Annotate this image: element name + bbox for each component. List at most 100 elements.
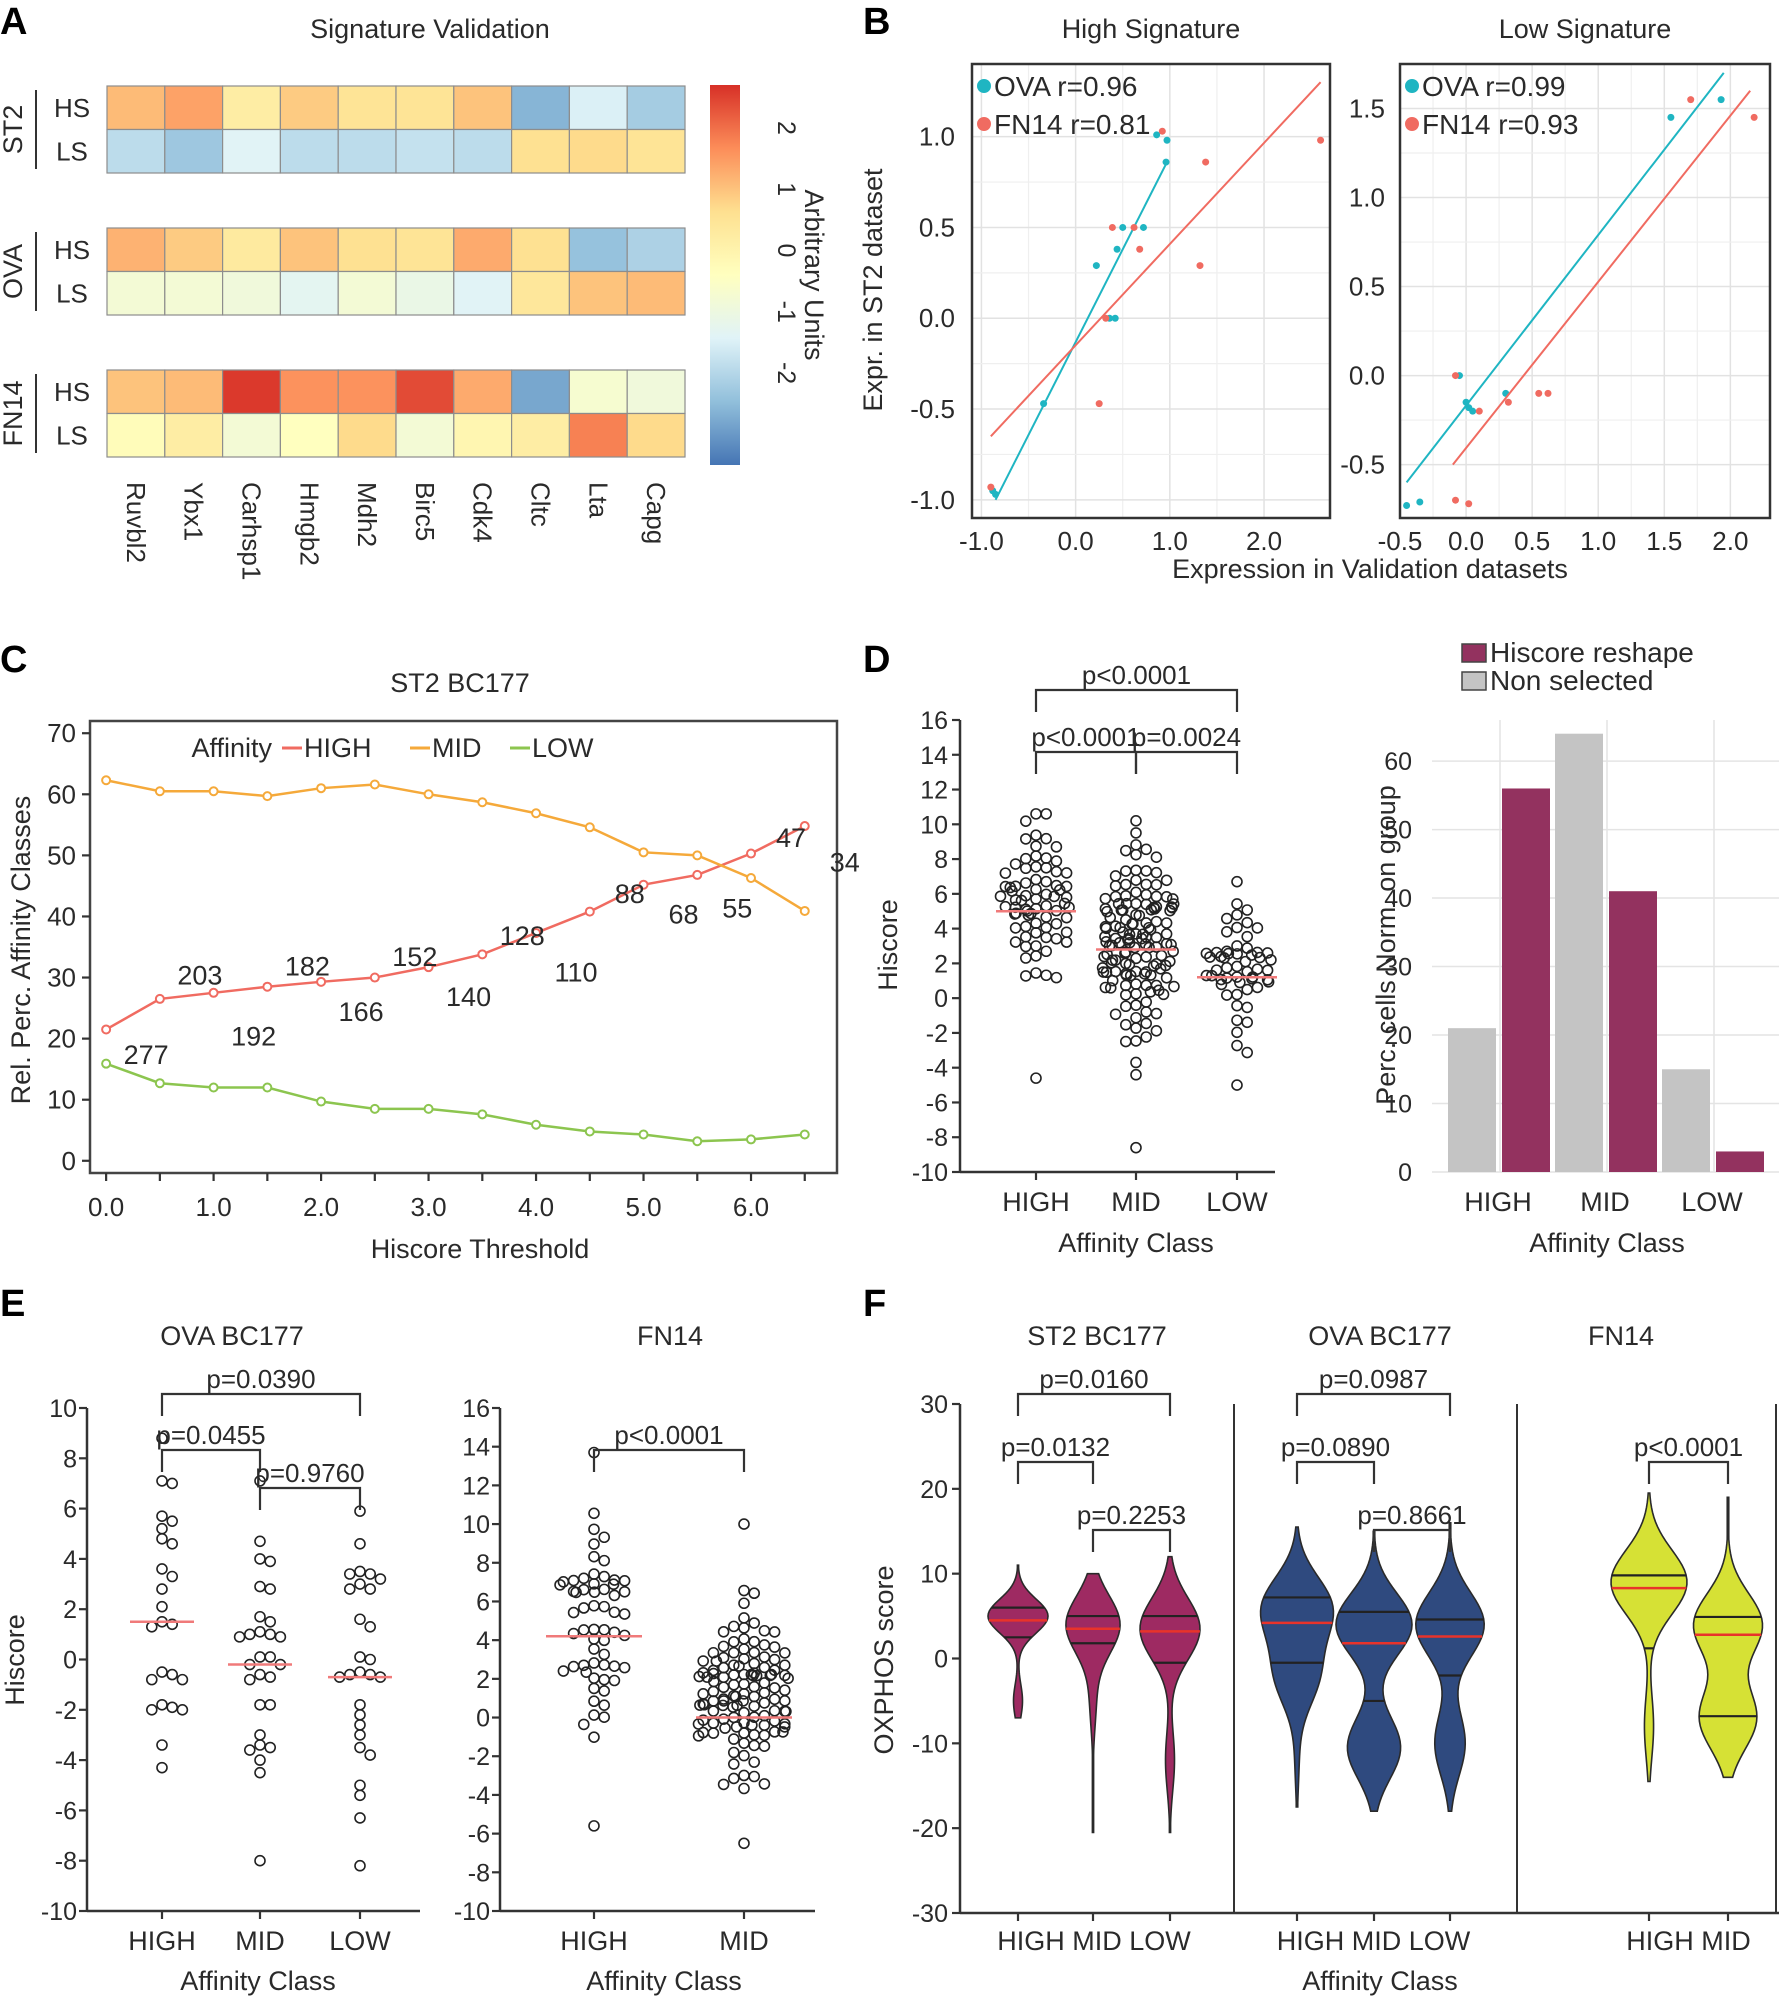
data-point-ova: [1667, 113, 1675, 121]
data-point: [156, 1600, 168, 1613]
data-point-ova: [1462, 398, 1470, 406]
series-point-low: [799, 1129, 810, 1140]
colorbar-tick-label: -2: [772, 362, 800, 384]
data-point: [1130, 874, 1142, 887]
y-tick-label: 12: [462, 1472, 490, 1500]
data-point-ova: [1139, 223, 1147, 231]
heatmap-cell: [395, 369, 455, 415]
data-point: [1231, 1026, 1243, 1039]
data-point: [747, 1669, 759, 1682]
data-point: [778, 1695, 791, 1707]
data-point: [733, 1660, 745, 1672]
data-point: [618, 1585, 631, 1598]
data-point: [727, 1646, 740, 1659]
column-label: Lta: [583, 482, 613, 519]
data-point: [343, 1568, 356, 1580]
data-point: [567, 1660, 580, 1673]
data-point: [1140, 843, 1152, 856]
data-point-ova: [992, 490, 1000, 498]
data-point-ova: [1092, 262, 1100, 270]
data-point: [748, 1700, 761, 1712]
data-point: [1120, 878, 1132, 891]
series-point-mid: [208, 786, 219, 797]
heatmap-cell: [568, 128, 628, 174]
data-point: [1060, 867, 1073, 879]
heatmap-cell: [511, 227, 571, 273]
significance-bracket: [1034, 750, 1138, 774]
count-annotation: 88: [615, 879, 645, 909]
data-point: [1040, 888, 1052, 901]
heatmap-cell: [279, 227, 339, 273]
data-point: [1050, 841, 1063, 853]
x-axis-label: Affinity Class: [586, 1966, 742, 1996]
y-tick-label: 20: [920, 1476, 948, 1504]
data-point: [758, 1719, 771, 1732]
series-point-high: [208, 987, 219, 998]
data-point: [1130, 1056, 1142, 1069]
data-point: [768, 1715, 781, 1727]
regression-line-ova: [994, 161, 1168, 501]
count-annotation: 192: [231, 1022, 276, 1052]
y-tick-label: 14: [462, 1434, 490, 1462]
y-tick-label: -10: [454, 1898, 490, 1926]
heatmap-cell: [222, 85, 282, 131]
data-point: [1150, 1025, 1163, 1037]
series-point-low: [316, 1096, 327, 1107]
y-tick-label: 2: [63, 1596, 77, 1624]
data-point: [1140, 1031, 1152, 1043]
data-point: [166, 1570, 178, 1583]
data-point: [727, 1733, 740, 1745]
data-point: [1241, 904, 1253, 916]
panel-e-dot-plots: -10 -8 -6 -4 -2 0 2 4 6 8 10 HIGH MID LOW p=0.0390 p=0.…: [0, 1321, 815, 1996]
x-axis-label: Hiscore Threshold: [371, 1234, 590, 1264]
data-point: [1040, 945, 1052, 958]
data-point: [1040, 875, 1052, 888]
heatmap-cell: [164, 412, 224, 458]
data-point: [618, 1574, 631, 1587]
y-tick-label: 0: [934, 1646, 948, 1674]
series-point-low: [262, 1082, 273, 1093]
heatmap-cell: [222, 412, 282, 458]
data-point: [1231, 960, 1243, 973]
y-tick-label: -4: [55, 1747, 77, 1775]
y-tick-label: 4: [476, 1627, 490, 1655]
colorbar-label: Arbitrary Units: [799, 189, 829, 360]
violin: [1610, 1492, 1688, 1783]
heatmap-cell: [279, 412, 339, 458]
heatmap-cell: [106, 412, 166, 458]
colorbar: [710, 85, 740, 465]
bar-hiscore-reshape: [1502, 788, 1550, 1172]
count-annotation: 110: [555, 957, 598, 987]
data-point: [244, 1744, 256, 1756]
data-point: [1246, 972, 1258, 985]
panel-b-scatter: High Signature -1.0 0.0 1.0 2.0 -1.0 -0.5 0.0 0.…: [858, 14, 1772, 584]
x-tick-label: 6.0: [733, 1192, 769, 1222]
data-point: [1241, 916, 1253, 929]
data-point: [693, 1670, 706, 1683]
data-point-ova: [1040, 400, 1048, 408]
y-tick-label: 6: [476, 1588, 490, 1616]
heatmap-cell: [164, 270, 224, 316]
y-tick-label: 16: [920, 707, 948, 735]
data-point: [1130, 897, 1142, 910]
subplot-title: FN14: [637, 1321, 703, 1351]
series-point-mid: [369, 779, 380, 790]
data-point: [727, 1746, 740, 1759]
data-point: [748, 1729, 761, 1741]
series-point-low: [638, 1129, 649, 1140]
violin: [1259, 1526, 1335, 1808]
data-point: [1157, 988, 1170, 1001]
heatmap-cell: [511, 85, 571, 131]
y-tick-label: 0: [1398, 1159, 1412, 1187]
data-point: [1060, 880, 1073, 893]
count-annotation: 203: [177, 960, 222, 990]
y-tick-label: 4: [63, 1546, 77, 1574]
data-point-fn14: [1504, 398, 1512, 406]
data-point: [1133, 909, 1146, 922]
data-point: [1221, 925, 1233, 938]
regression-line-ova: [1405, 72, 1725, 484]
data-point: [354, 1538, 366, 1550]
row-label: HS: [54, 377, 90, 407]
data-point: [588, 1538, 600, 1550]
data-point: [1009, 936, 1022, 948]
